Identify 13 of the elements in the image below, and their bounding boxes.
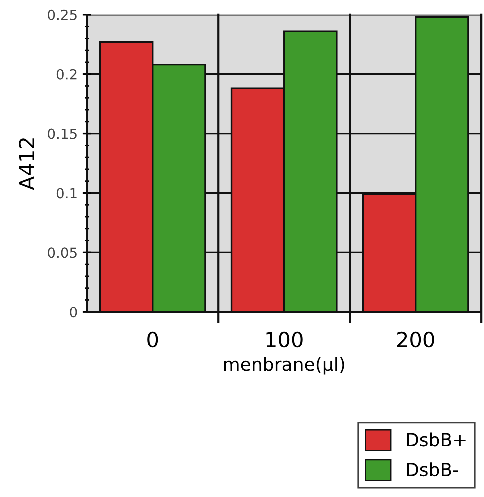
y-tick-label: 0.2: [56, 69, 77, 80]
y-tick-label: 0.25: [48, 10, 77, 20]
x-tick-label: 0: [148, 332, 158, 348]
x-tick-label: 200: [397, 332, 434, 348]
y-axis-title: A412: [19, 138, 34, 190]
legend-label: DsbB-: [407, 462, 458, 477]
y-tick-label: 0.05: [48, 248, 77, 258]
y-tick-label: 0: [70, 307, 78, 318]
x-axis-title: menbrane(μl): [224, 357, 344, 375]
y-tick-label: 0.1: [56, 188, 77, 199]
y-tick-label: 0.15: [48, 128, 77, 140]
x-tick-label: 100: [266, 332, 303, 348]
legend-label: DsbB+: [407, 432, 466, 447]
